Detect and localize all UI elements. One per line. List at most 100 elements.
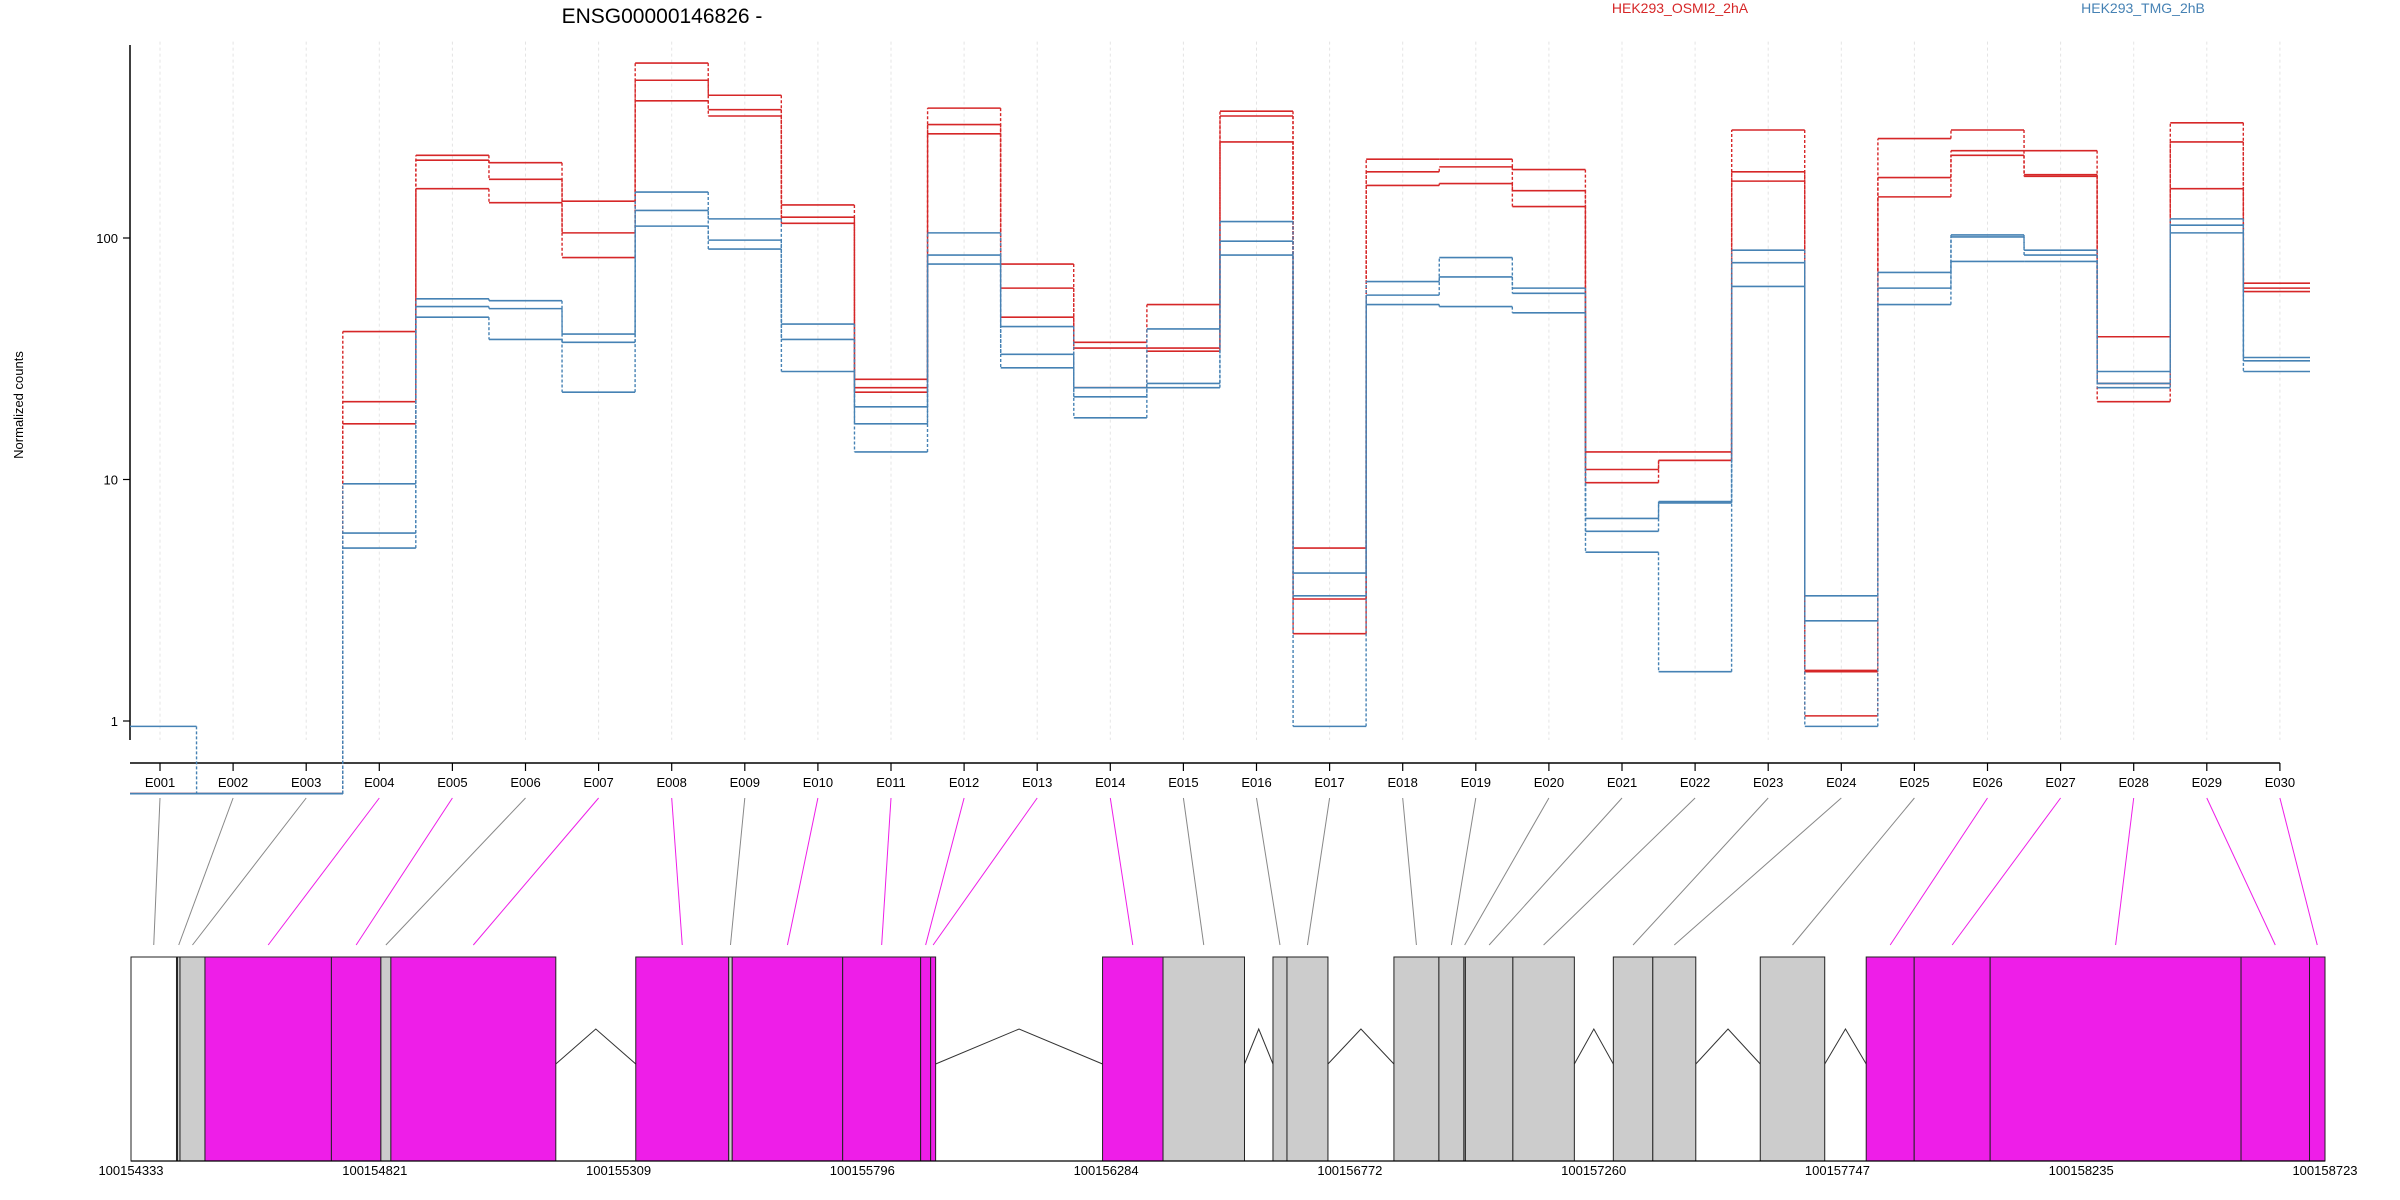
y-tick-label: 1 [111,714,118,729]
series-2 [130,79,2310,795]
axes: 1 10 100 E001 E002 E003 E004 E005 E006 E007 E008 E0… [96,45,2295,790]
coordinate-label: 100154333 [98,1163,163,1178]
connector-e014 [1109,797,1134,946]
x-tick-label: E009 [730,775,760,790]
exon-box-e009 [728,956,733,1162]
gene-model [130,956,2326,1162]
connector-e030 [2279,797,2318,946]
exon-box-e005 [330,956,382,1162]
series-5 [130,209,2310,795]
exon-box-e026 [1865,956,1915,1162]
connector-e028 [2115,797,2135,946]
exon-connectors [153,797,2318,946]
exon-box-e029 [2240,956,2311,1162]
x-tick-label: E004 [364,775,394,790]
connector-e004 [267,797,380,946]
exon-box-e006 [380,956,392,1162]
x-tick-label: E006 [510,775,540,790]
x-tick-label: E008 [657,775,687,790]
series-6 [130,225,2310,795]
x-tick-label: E013 [1022,775,1052,790]
exon-box-e004 [204,956,332,1162]
x-tick-label: E019 [1461,775,1491,790]
connector-e027 [1951,797,2062,946]
exon-box-e010 [731,956,844,1162]
x-tick-label: E020 [1534,775,1564,790]
connector-e026 [1889,797,1988,946]
series-lines [130,62,2310,795]
intron-line [1327,1028,1395,1065]
connector-e020 [1464,797,1550,946]
connector-e021 [1488,797,1623,946]
exon-box-e028 [1989,956,2242,1162]
exon-box-e001 [130,956,177,1162]
connector-e017 [1306,797,1331,946]
exon-box-e030 [2309,956,2326,1162]
coordinate-label: 100158235 [2049,1163,2114,1178]
connector-e015 [1182,797,1205,946]
x-tick-label: E017 [1314,775,1344,790]
x-tick-label: E005 [437,775,467,790]
connector-e002 [178,797,234,946]
x-tick-label: E012 [949,775,979,790]
x-tick-label: E003 [291,775,321,790]
y-tick-label: 10 [104,473,118,488]
coordinate-label: 100156772 [1317,1163,1382,1178]
intron-line [1695,1028,1761,1065]
x-tick-label: E018 [1388,775,1418,790]
connector-e023 [1632,797,1769,946]
x-tick-label: E025 [1899,775,1929,790]
exon-box-e015 [1162,956,1245,1162]
coordinate-label: 100155309 [586,1163,651,1178]
series-3 [130,99,2310,795]
exon-box-e021 [1464,956,1514,1162]
exon-box-e008 [635,956,730,1162]
connector-e003 [192,797,307,946]
connector-e016 [1256,797,1281,946]
x-tick-label: E030 [2265,775,2295,790]
exon-box-e011 [842,956,922,1162]
intron-line [935,1028,1103,1065]
legend-entry-osmi2: HEK293_OSMI2_2hA [1612,0,1749,16]
exon-box-e017 [1286,956,1329,1162]
connector-e005 [355,797,453,946]
chart-title: ENSG00000146826 - [562,5,763,28]
genomic-coordinates: 100154333 100154821 100155309 100155796 1001… [98,1163,2357,1178]
connector-e022 [1543,797,1696,946]
exon-box-e023 [1612,956,1654,1162]
vertical-grid [159,41,2281,740]
connector-e024 [1673,797,1842,946]
x-tick-label: E014 [1095,775,1125,790]
exon-box-e022 [1512,956,1575,1162]
legend-entry-tmg: HEK293_TMG_2hB [2081,0,2205,16]
x-tick-label: E022 [1680,775,1710,790]
connector-e010 [786,797,819,946]
x-tick-label: E016 [1241,775,1271,790]
exon-box-e007 [390,956,557,1162]
exon-box-e016 [1272,956,1288,1162]
connector-e012 [925,797,965,946]
x-tick-label: E010 [803,775,833,790]
coordinate-label: 100157747 [1805,1163,1870,1178]
coordinate-label: 100155796 [830,1163,895,1178]
connector-e011 [881,797,892,946]
y-tick-label: 100 [96,231,118,246]
connector-e019 [1450,797,1477,946]
exon-box-e012 [920,956,932,1162]
x-tick-label: E011 [876,775,905,790]
coordinate-label: 100156284 [1074,1163,1139,1178]
intron-line [1244,1027,1274,1065]
connector-e029 [2206,797,2276,946]
x-tick-label: E028 [2119,775,2149,790]
exon-box-e014 [1102,956,1164,1162]
x-tick-label: E021 [1607,775,1637,790]
x-tick-label: E007 [583,775,613,790]
connector-e013 [932,797,1038,946]
connector-e006 [385,797,526,946]
exon-box-e025 [1759,956,1826,1162]
exon-box-e027 [1913,956,1991,1162]
exon-box-e003 [179,956,206,1162]
connector-e001 [153,797,161,946]
intron-line [1824,1028,1867,1065]
